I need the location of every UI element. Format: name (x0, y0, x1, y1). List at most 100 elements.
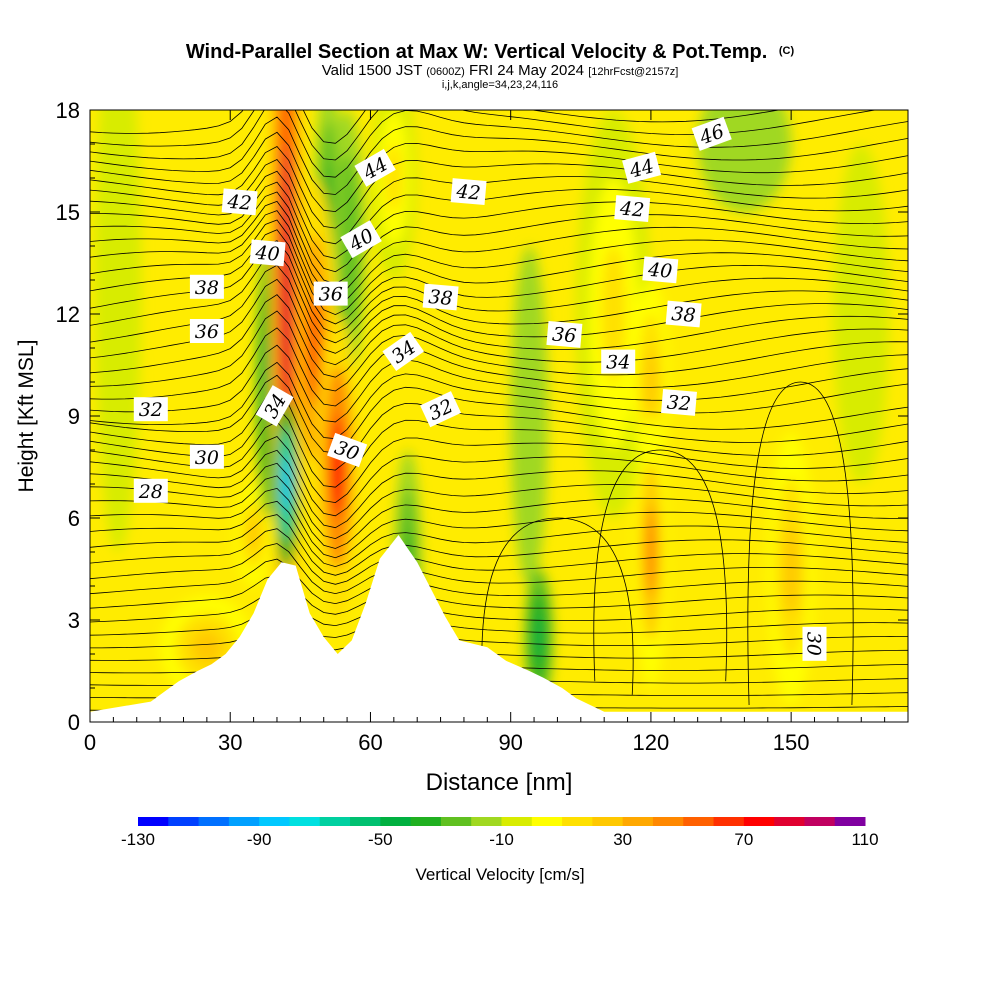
velocity-feature (191, 630, 223, 665)
subtitle-part-date: FRI 24 May 2024 (469, 62, 588, 79)
theta-label: 28 (133, 478, 168, 503)
colorbar-tick-label: -130 (121, 830, 155, 849)
theta-label: 32 (661, 388, 697, 416)
colorbar-tick-label: -50 (368, 830, 393, 849)
theta-contour (90, 344, 908, 423)
chart-title-group: Wind-Parallel Section at Max W: Vertical… (186, 41, 795, 91)
subtitle-part-utc: (0600Z) (426, 66, 465, 78)
theta-label-text: 40 (254, 242, 281, 266)
theta-label-box (622, 151, 662, 184)
colorbar-swatch (289, 817, 321, 826)
theta-label: 38 (422, 283, 459, 311)
y-tick-label: 15 (56, 200, 80, 225)
theta-label-text: 36 (319, 284, 343, 306)
colorbar-tick-label: -90 (247, 830, 272, 849)
subtitle-part-valid: Valid 1500 JST (322, 62, 427, 79)
theta-contour (90, 449, 908, 529)
theta-contour (90, 558, 908, 605)
theta-contour (90, 327, 908, 407)
velocity-feature (645, 506, 657, 598)
terrain-mask (90, 535, 908, 722)
theta-label-box (133, 397, 168, 422)
colorbar-swatch (743, 817, 775, 826)
theta-contour (90, 591, 908, 627)
velocity-feature (534, 614, 544, 660)
plot-area: 4240383632302834363044403432384236343238… (89, 109, 909, 723)
velocity-feature (110, 189, 126, 371)
theta-label-box (420, 391, 462, 428)
theta-label-box (422, 283, 459, 311)
theta-label-text: 42 (618, 197, 645, 221)
theta-contour (90, 528, 908, 585)
theta-label-text: 42 (226, 191, 253, 215)
colorbar-swatch (168, 817, 200, 826)
theta-contour (90, 361, 908, 440)
y-tick-label: 12 (56, 302, 80, 327)
theta-label: 38 (665, 300, 702, 328)
theta-label: 36 (189, 319, 224, 343)
colorbar-swatch (592, 817, 624, 826)
theta-contour (90, 421, 908, 504)
theta-label: 40 (249, 239, 286, 267)
theta-label-box (189, 274, 224, 299)
theta-label-box (665, 300, 702, 328)
theta-label-box (601, 349, 636, 374)
colorbar-swatch (198, 817, 230, 826)
theta-contour (90, 625, 908, 651)
theta-label-text: 34 (606, 352, 630, 374)
theta-label-text: 40 (646, 259, 673, 283)
colorbar-tick-label: 30 (613, 830, 632, 849)
theta-label-box (354, 148, 396, 187)
chart-title: Wind-Parallel Section at Max W: Vertical… (186, 41, 767, 63)
x-axis-label: Distance [nm] (426, 769, 573, 796)
theta-label-box (450, 178, 487, 206)
y-axis-label: Height [Kft MSL] (15, 340, 38, 493)
theta-contour (90, 406, 908, 488)
theta-contour (90, 462, 908, 540)
velocity-feature (728, 121, 760, 167)
x-tick-label: 90 (498, 730, 522, 755)
theta-label-text: 30 (803, 632, 825, 656)
chart-subtitle-indices: i,j,k,angle=34,23,24,116 (442, 79, 558, 91)
velocity-feature (247, 518, 260, 552)
theta-label-text: 30 (195, 447, 219, 469)
theta-label-text: 38 (671, 303, 697, 327)
theta-label-text: 36 (195, 321, 219, 343)
theta-contour (90, 210, 908, 306)
theta-label-box (221, 188, 258, 216)
theta-label-box (691, 116, 732, 151)
theta-label-box (133, 478, 168, 503)
theta-label-box (661, 388, 697, 416)
theta-label: 42 (450, 178, 487, 206)
theta-contour (90, 110, 908, 178)
theta-contour (90, 116, 908, 195)
x-axis: 0 30 60 90 120 150 (84, 110, 886, 755)
colorbar-swatch (562, 817, 593, 826)
theta-contour (90, 191, 908, 285)
velocity-feature (282, 455, 291, 513)
y-tick-label: 18 (56, 98, 80, 123)
theta-label-box (327, 432, 368, 468)
theta-contour (747, 381, 854, 706)
theta-contour (90, 436, 908, 517)
velocity-feature (523, 359, 536, 473)
theta-contour (90, 543, 908, 595)
theta-label: 30 (189, 444, 224, 469)
y-tick-label: 3 (68, 608, 80, 633)
theta-label-box (255, 385, 294, 427)
theta-contour (90, 390, 908, 471)
colorbar-swatch (834, 817, 866, 826)
theta-contour (90, 500, 908, 568)
theta-label-text: 28 (138, 481, 163, 503)
colorbar-swatch (410, 817, 442, 826)
y-tick-label: 6 (68, 506, 80, 531)
theta-contour (90, 310, 908, 392)
colorbar-swatch (774, 817, 805, 826)
theta-label-box (313, 281, 348, 306)
theta-label-box (340, 220, 382, 259)
colorbar-tick-label: -10 (489, 830, 514, 849)
theta-contour (90, 110, 781, 144)
chart-title-mark: (C) (779, 45, 795, 57)
theta-contour (90, 574, 908, 615)
